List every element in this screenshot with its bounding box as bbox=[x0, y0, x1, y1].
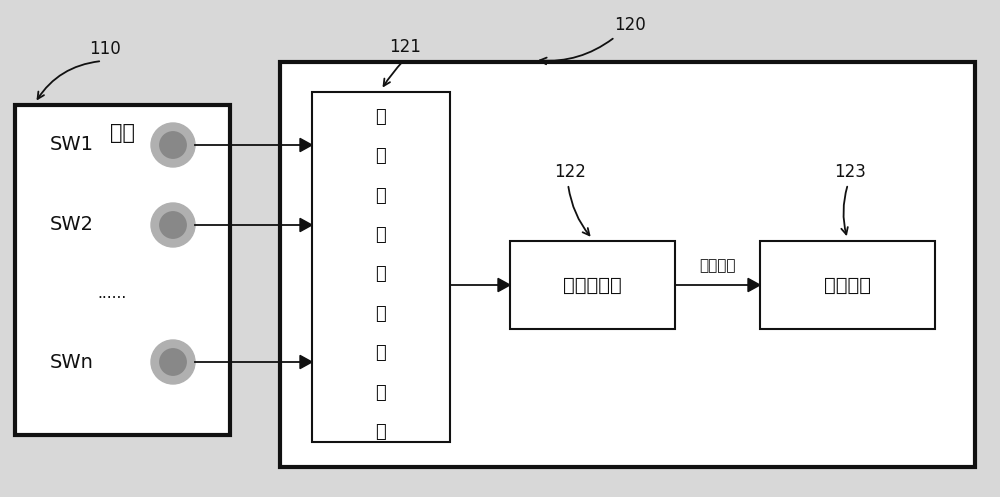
Circle shape bbox=[151, 203, 195, 247]
Bar bbox=[312, 92, 450, 442]
Text: SW1: SW1 bbox=[50, 136, 94, 155]
Polygon shape bbox=[498, 278, 510, 292]
Text: 发: 发 bbox=[376, 148, 386, 166]
Circle shape bbox=[151, 123, 195, 167]
Text: 按閔: 按閔 bbox=[110, 123, 135, 143]
Text: 信号发生器: 信号发生器 bbox=[563, 275, 622, 295]
Text: ......: ...... bbox=[98, 286, 127, 301]
Polygon shape bbox=[300, 138, 312, 152]
Circle shape bbox=[160, 132, 186, 158]
Bar bbox=[510, 241, 675, 329]
Polygon shape bbox=[748, 278, 760, 292]
Circle shape bbox=[160, 212, 186, 238]
Text: 120: 120 bbox=[614, 16, 646, 34]
Text: SWn: SWn bbox=[50, 352, 94, 371]
Polygon shape bbox=[300, 355, 312, 369]
Text: 122: 122 bbox=[554, 163, 586, 181]
Text: 驱动电路: 驱动电路 bbox=[699, 258, 736, 273]
Circle shape bbox=[160, 349, 186, 375]
Text: 发射模块: 发射模块 bbox=[824, 275, 871, 295]
Text: SW2: SW2 bbox=[50, 216, 94, 235]
Bar bbox=[760, 241, 935, 329]
Text: 控: 控 bbox=[376, 305, 386, 323]
Bar bbox=[280, 62, 975, 467]
Bar bbox=[15, 105, 230, 435]
Text: 期: 期 bbox=[376, 226, 386, 244]
Text: 123: 123 bbox=[834, 163, 866, 181]
Text: 121: 121 bbox=[389, 38, 421, 56]
Text: 数: 数 bbox=[376, 265, 386, 283]
Text: 制: 制 bbox=[376, 344, 386, 362]
Polygon shape bbox=[300, 218, 312, 232]
Circle shape bbox=[151, 340, 195, 384]
Text: 狗: 狗 bbox=[376, 108, 386, 126]
Text: 110: 110 bbox=[89, 40, 121, 58]
Text: 电: 电 bbox=[376, 384, 386, 402]
Text: 周: 周 bbox=[376, 187, 386, 205]
Text: 路: 路 bbox=[376, 423, 386, 441]
